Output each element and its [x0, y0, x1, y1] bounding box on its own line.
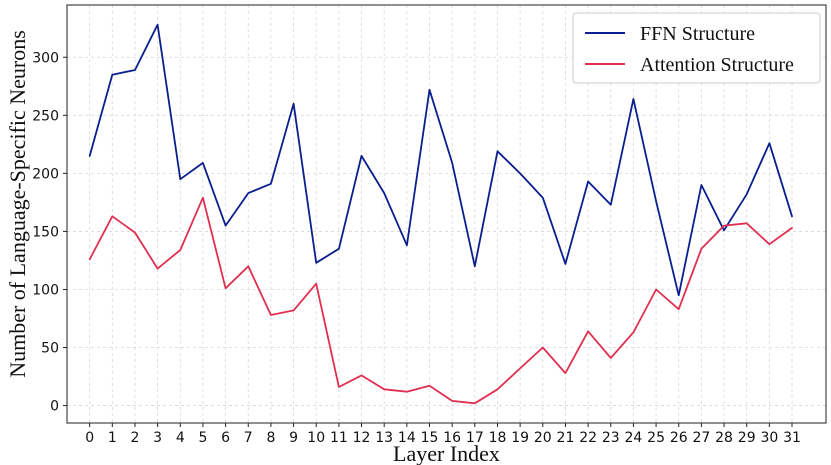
legend-box	[572, 12, 821, 84]
x-tick-label: 11	[330, 430, 348, 446]
x-tick-label: 28	[715, 430, 733, 446]
x-tick-label: 21	[557, 430, 575, 446]
x-tick-label: 29	[738, 430, 756, 446]
plot-frame	[66, 4, 827, 424]
x-axis-ticks: 0 1 2 3 4 5 6 7 8 9 10 11 12 13 14 15 16 17 18 19 20 21 22 23 24…	[85, 423, 801, 446]
x-tick-label: 25	[647, 430, 665, 446]
x-tick-label: 4	[176, 430, 185, 446]
x-tick-label: 15	[421, 430, 439, 446]
legend-label-attention: Attention Structure	[640, 54, 794, 76]
x-tick-label: 14	[398, 430, 416, 446]
y-axis-ticks: 0 50 100 150 200 250 300	[32, 50, 67, 415]
series-line-ffn	[88, 23, 793, 297]
x-tick-label: 12	[353, 430, 371, 446]
y-tick-label: 50	[41, 341, 59, 357]
x-tick-label: 7	[244, 430, 253, 446]
x-tick-label: 30	[760, 430, 778, 446]
legend-label-ffn: FFN Structure	[640, 23, 755, 45]
x-tick-label: 27	[692, 430, 710, 446]
x-axis-title: Layer Index	[393, 441, 500, 465]
legend: FFN Structure Attention Structure	[572, 12, 821, 84]
y-tick-label: 200	[32, 166, 59, 182]
x-tick-label: 5	[198, 430, 207, 446]
y-tick-label: 300	[32, 50, 59, 66]
y-axis-title: Number of Language-Specific Neurons	[5, 30, 30, 378]
x-tick-label: 22	[579, 430, 597, 446]
x-tick-label: 24	[625, 430, 643, 446]
x-tick-label: 17	[466, 430, 484, 446]
x-tick-label: 2	[131, 430, 140, 446]
x-tick-label: 19	[511, 430, 529, 446]
x-tick-label: 0	[85, 430, 94, 446]
x-tick-label: 16	[443, 430, 461, 446]
x-tick-label: 9	[289, 430, 298, 446]
series-lines	[88, 23, 793, 405]
y-tick-label: 150	[32, 224, 59, 240]
x-tick-label: 10	[307, 430, 325, 446]
y-tick-label: 0	[50, 399, 59, 415]
x-tick-label: 26	[670, 430, 688, 446]
x-tick-label: 20	[534, 430, 552, 446]
x-tick-label: 3	[153, 430, 162, 446]
x-tick-label: 8	[266, 430, 275, 446]
x-tick-label: 6	[221, 430, 230, 446]
y-tick-label: 100	[32, 282, 59, 298]
x-tick-label: 13	[375, 430, 393, 446]
x-tick-label: 18	[489, 430, 507, 446]
y-tick-label: 250	[32, 108, 59, 124]
x-tick-label: 1	[108, 430, 117, 446]
x-tick-label: 31	[783, 430, 801, 446]
series-line-attention	[88, 196, 793, 405]
x-tick-label: 23	[602, 430, 620, 446]
